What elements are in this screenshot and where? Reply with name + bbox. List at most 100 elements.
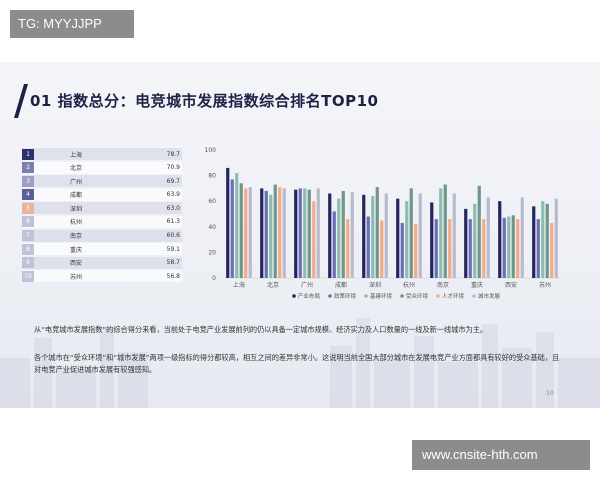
x-tick-label: 杭州	[403, 281, 415, 289]
ranking-row: 4 成都 63.9	[22, 188, 182, 201]
rank-score: 58.7	[166, 259, 180, 267]
ranking-row: 2 北京 70.9	[22, 161, 182, 174]
rank-badge: 5	[22, 202, 34, 214]
bar	[418, 193, 422, 278]
rank-city: 南京	[70, 233, 83, 241]
bar	[312, 201, 316, 278]
bar	[507, 216, 511, 278]
bar	[384, 193, 388, 278]
rank-badge: 3	[22, 175, 34, 187]
bar	[260, 188, 264, 278]
bar	[350, 192, 354, 278]
bar	[400, 222, 404, 278]
bar	[375, 187, 379, 278]
bar	[294, 189, 298, 278]
rank-badge: 1	[22, 148, 34, 160]
rank-city: 西安	[70, 260, 83, 268]
bar	[516, 219, 520, 278]
rank-city: 杭州	[70, 219, 83, 227]
bar	[235, 173, 239, 278]
bar	[532, 206, 536, 278]
skyline-background	[0, 318, 600, 408]
y-tick-label: 20	[208, 249, 216, 256]
bar	[230, 179, 234, 278]
bar	[405, 201, 409, 278]
bar	[248, 187, 252, 278]
y-tick-label: 60	[208, 198, 216, 205]
rank-score: 56.8	[166, 272, 180, 280]
bar	[554, 198, 558, 278]
rank-city: 上海	[70, 151, 83, 159]
x-tick-label: 成都	[335, 281, 347, 289]
paragraph-2: 各个城市在“受众环境”和“城市发展”两项一级指标的得分都较高，相互之间的差异非常…	[34, 353, 560, 374]
rank-city: 成都	[70, 192, 83, 200]
rank-score: 70.9	[166, 164, 180, 172]
legend-swatch	[292, 294, 296, 298]
bar	[443, 184, 447, 278]
ranking-row: 3 广州 69.7	[22, 175, 182, 188]
x-tick-label: 深圳	[369, 281, 381, 289]
rank-score: 59.1	[166, 245, 180, 253]
bar	[341, 190, 345, 278]
bar	[380, 220, 384, 278]
rank-city: 重庆	[70, 246, 83, 254]
bar	[269, 194, 273, 278]
bar	[303, 188, 307, 278]
bar	[464, 208, 468, 278]
bar	[371, 196, 375, 278]
rank-score: 63.0	[166, 204, 180, 212]
bar	[337, 198, 341, 278]
ranking-list: 1 上海 78.7 2 北京 70.9 3 广州 69.7 4 成都 63.9 5 深圳 63.0 6 杭州 61…	[22, 148, 182, 284]
x-tick-label: 北京	[267, 281, 279, 289]
rank-score: 69.7	[166, 177, 180, 185]
bar	[536, 219, 540, 278]
rank-city: 北京	[70, 165, 83, 173]
rank-city: 苏州	[70, 273, 83, 281]
bar	[498, 201, 502, 278]
rank-score: 78.7	[166, 150, 180, 158]
bar	[502, 217, 506, 278]
slide: 01 指数总分：电竞城市发展指数综合排名TOP10 1 上海 78.7 2 北京 70.9…	[0, 62, 600, 408]
y-tick-label: 80	[208, 173, 216, 180]
bar	[396, 198, 400, 278]
rank-badge: 4	[22, 189, 34, 201]
page-number: 10	[546, 390, 554, 397]
rank-score: 63.9	[166, 191, 180, 199]
legend-swatch	[472, 294, 476, 298]
bar	[545, 203, 549, 278]
bar	[298, 188, 302, 278]
bar	[434, 219, 438, 278]
bar	[244, 188, 248, 278]
bar	[473, 203, 477, 278]
bar	[482, 219, 486, 278]
bar	[541, 201, 545, 278]
slide-title: 01 指数总分：电竞城市发展指数综合排名TOP10	[30, 92, 379, 110]
legend-label: 城市发展	[478, 292, 501, 300]
rank-badge: 2	[22, 162, 34, 174]
ranking-row: 1 上海 78.7	[22, 148, 182, 160]
legend-swatch	[364, 294, 368, 298]
ranking-row: 5 深圳 63.0	[22, 202, 182, 215]
bar	[486, 197, 490, 278]
watermark-top: TG: MYYJJPP	[10, 10, 134, 38]
legend-label: 受众环境	[406, 292, 429, 300]
rank-score: 60.6	[166, 232, 180, 240]
bar	[239, 183, 243, 278]
bar	[409, 188, 413, 278]
ranking-row: 8 重庆 59.1	[22, 243, 182, 256]
rank-badge: 6	[22, 216, 34, 228]
ranking-row: 6 杭州 61.3	[22, 215, 182, 228]
legend-label: 人才环境	[442, 292, 465, 300]
bar	[448, 219, 452, 278]
legend-label: 产业布局	[298, 292, 320, 300]
bar	[414, 224, 418, 278]
y-tick-label: 0	[212, 275, 216, 282]
watermark-bottom: www.cnsite-hth.com	[412, 440, 590, 470]
ranking-row: 7 南京 60.6	[22, 229, 182, 242]
y-tick-label: 40	[208, 224, 216, 231]
bar	[520, 197, 524, 278]
ranking-row: 9 西安 58.7	[22, 256, 182, 269]
bar	[439, 188, 443, 278]
bar	[282, 188, 286, 278]
